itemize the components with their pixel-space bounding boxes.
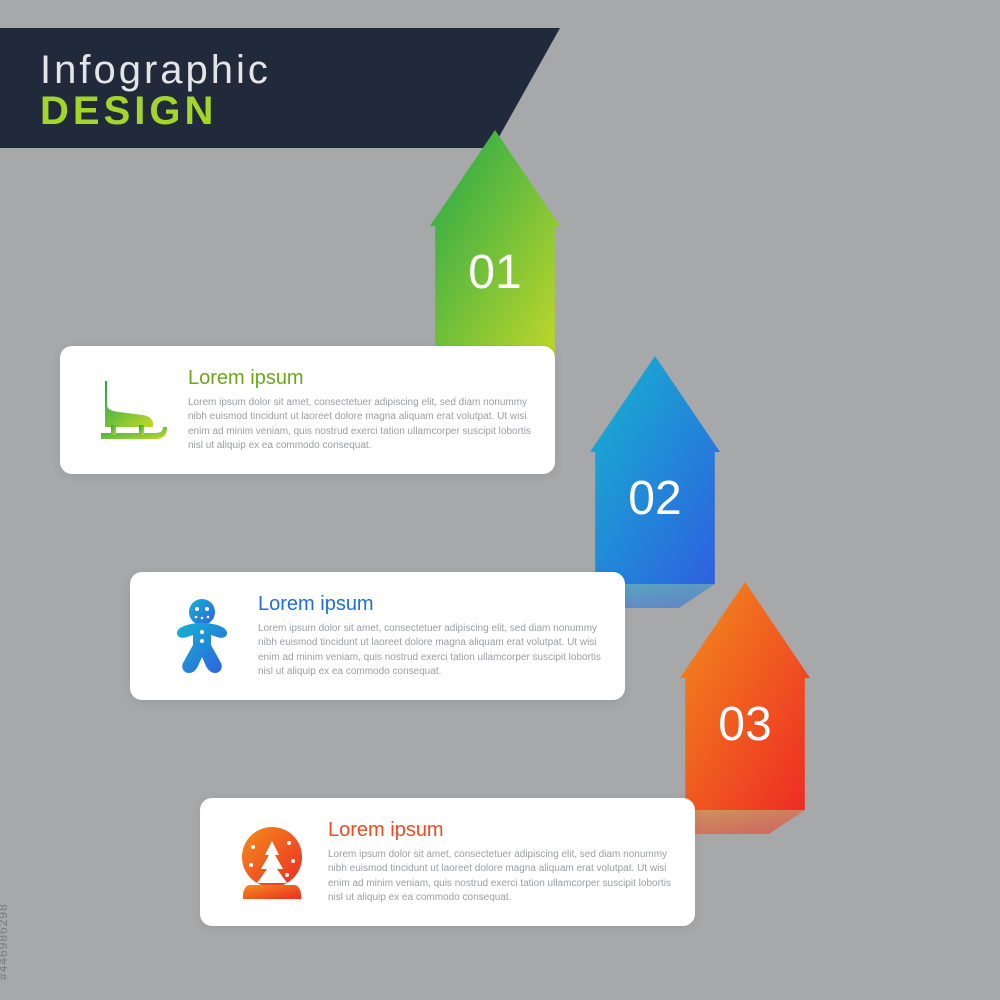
step-body-2: Lorem ipsum dolor sit amet, consectetuer…: [258, 622, 603, 680]
step-body-3: Lorem ipsum dolor sit amet, consectetuer…: [328, 848, 673, 906]
step-body-1: Lorem ipsum dolor sit amet, consectetuer…: [188, 396, 533, 454]
gingerbread-icon: [152, 597, 252, 675]
step-number-2: 02: [628, 472, 681, 525]
step-card-1: Lorem ipsum Lorem ipsum dolor sit amet, …: [60, 346, 555, 474]
step-number-3: 03: [718, 698, 771, 751]
ice-skate-icon: [82, 375, 182, 445]
step-title-2: Lorem ipsum: [258, 593, 603, 616]
step-title-1: Lorem ipsum: [188, 367, 533, 390]
snow-globe-icon: [222, 823, 322, 901]
step-number-1: 01: [468, 246, 521, 299]
step-card-2: Lorem ipsum Lorem ipsum dolor sit amet, …: [130, 572, 625, 700]
header-title-line2: DESIGN: [40, 89, 520, 134]
header-title-line1: Infographic: [40, 48, 520, 93]
step-arrow-3: 03: [680, 582, 870, 912]
step-card-3: Lorem ipsum Lorem ipsum dolor sit amet, …: [200, 798, 695, 926]
watermark: #446986298: [0, 903, 10, 980]
step-title-3: Lorem ipsum: [328, 819, 673, 842]
